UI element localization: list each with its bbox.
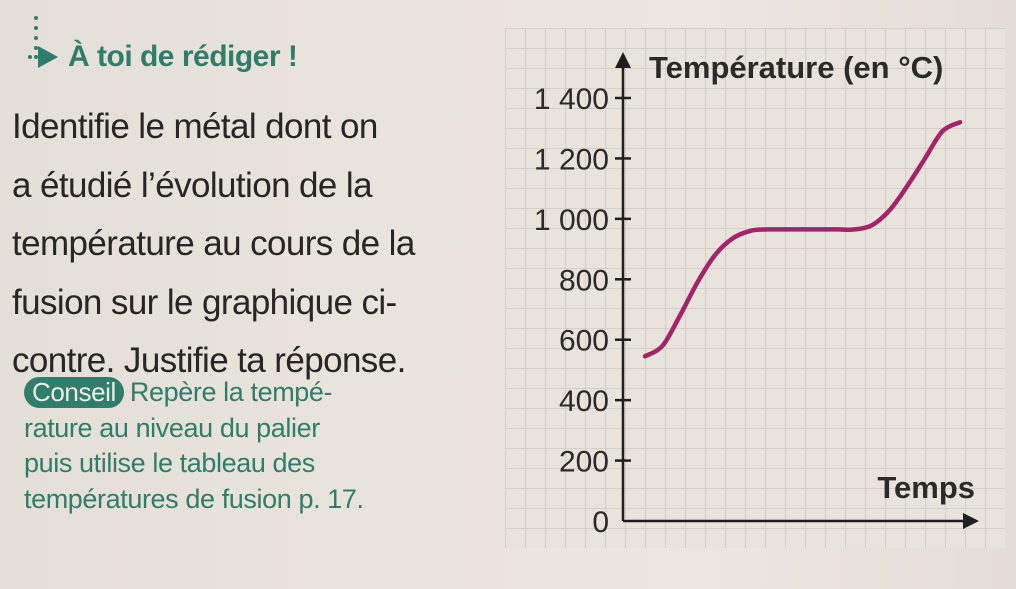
x-axis-label: Temps — [877, 470, 975, 505]
exercise-heading: À toi de rédiger ! — [28, 40, 298, 74]
tip-line: puis utilise le tableau des — [24, 448, 315, 478]
tip-text: Repère la tempé- — [129, 377, 333, 407]
tip-badge: Conseil — [24, 377, 124, 408]
instruction-line: température au cours de la — [12, 224, 415, 263]
instruction-line: contre. Justifie ta réponse. — [12, 341, 406, 380]
temperature-curve — [642, 119, 963, 359]
tip-line: températures de fusion p. 17. — [24, 483, 364, 514]
y-tick-label: 1 000 — [534, 204, 609, 237]
y-tick-label: 1 400 — [534, 83, 609, 116]
tip-line: Conseil Repère la tempé- — [24, 375, 484, 411]
y-axis-arrow-icon — [615, 52, 631, 68]
arrow-right-icon — [28, 46, 58, 68]
y-axis-label: Température (en °C) — [649, 50, 943, 85]
y-tick-label: 800 — [559, 264, 609, 297]
tip-line: rature au niveau du palier — [24, 412, 320, 443]
y-tick-label: 0 — [592, 506, 609, 539]
y-ticks: 0 200 400 600 800 1 000 1 200 1 400 — [534, 83, 631, 539]
heading-text: À toi de rédiger ! — [68, 40, 298, 73]
instruction-line: Identifie le métal dont on — [12, 107, 378, 146]
dotted-marker-icon — [30, 16, 44, 76]
tip-box: Conseil Repère la tempé- rature au niveau… — [24, 375, 484, 517]
temperature-chart: 0 200 400 600 800 1 000 1 200 1 400 Température… — [534, 50, 979, 539]
exercise-instruction: Identifie le métal dont on a étudié l’év… — [12, 98, 482, 391]
y-tick-label: 400 — [559, 385, 609, 418]
y-tick-label: 200 — [559, 446, 609, 479]
temperature-chart-panel: 0 200 400 600 800 1 000 1 200 1 400 Température… — [505, 28, 1005, 548]
instruction-line: fusion sur le graphique ci- — [12, 282, 397, 322]
instruction-line: a étudié l’évolution de la — [12, 165, 373, 205]
y-tick-label: 1 200 — [534, 143, 609, 176]
x-axis-arrow-icon — [963, 513, 979, 529]
y-tick-label: 600 — [559, 325, 609, 358]
